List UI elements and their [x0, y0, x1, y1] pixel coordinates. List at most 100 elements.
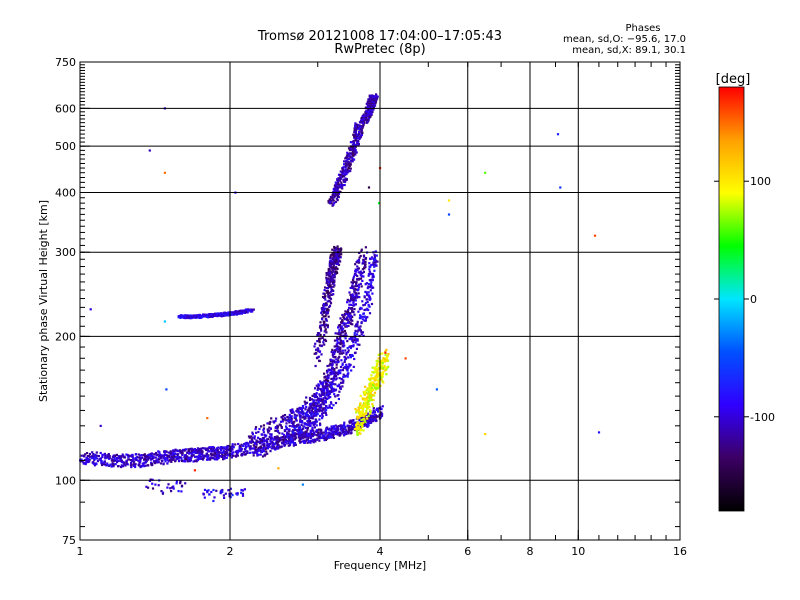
echo-point [321, 410, 324, 413]
echo-point [331, 248, 334, 251]
echo-point [339, 365, 343, 369]
echo-point [268, 445, 271, 448]
echo-point [352, 146, 355, 149]
echo-point [359, 306, 362, 309]
echo-point [380, 414, 384, 418]
echo-point [297, 429, 300, 432]
echo-point [219, 451, 222, 454]
echo-point [360, 416, 363, 419]
echo-point [359, 273, 362, 276]
echo-point [266, 428, 269, 431]
echo-point [231, 313, 234, 316]
echo-point [352, 298, 355, 301]
echo-point [125, 459, 128, 463]
echo-point [309, 429, 312, 432]
isolated-echo [163, 320, 166, 323]
echo-point [314, 405, 317, 408]
echo-point [164, 460, 167, 463]
echo-point [373, 265, 376, 268]
echo-point [103, 460, 106, 463]
echo-point [186, 451, 189, 454]
echo-point [206, 455, 209, 458]
echo-point [254, 448, 258, 451]
echo-point [294, 418, 298, 421]
echo-point [344, 374, 347, 377]
echo-point [269, 433, 272, 436]
echo-point [335, 188, 338, 191]
echo-point [352, 365, 355, 368]
echo-point [249, 310, 252, 313]
echo-point [326, 390, 329, 393]
echo-point [198, 451, 202, 454]
echo-point [211, 314, 214, 317]
echo-point [366, 402, 369, 405]
echo-point [260, 433, 263, 436]
echo-point [301, 405, 304, 408]
echo-point [371, 405, 375, 408]
echo-point [334, 272, 337, 275]
echo-point [361, 131, 364, 134]
echo-point [349, 312, 352, 315]
echo-point [314, 421, 317, 424]
echo-point [204, 314, 207, 318]
echo-point [313, 393, 316, 396]
echo-point [362, 429, 365, 432]
echo-point [348, 337, 351, 341]
echo-point [342, 340, 345, 343]
echo-point [346, 340, 349, 343]
echo-point [360, 285, 363, 288]
echo-point [356, 265, 359, 268]
echo-point [374, 378, 378, 381]
echo-point [339, 424, 342, 427]
echo-point [265, 434, 268, 437]
echo-point [261, 450, 264, 453]
echo-point [296, 428, 299, 431]
echo-point [367, 417, 370, 420]
echo-point [376, 367, 379, 370]
echo-point [184, 482, 187, 485]
echo-point [268, 429, 271, 432]
echo-point [374, 100, 378, 103]
echo-point [131, 453, 134, 456]
echo-point [342, 342, 345, 345]
echo-point [278, 423, 281, 426]
echo-point [354, 408, 357, 411]
echo-point [361, 425, 364, 428]
echo-point [285, 425, 288, 428]
echo-point [261, 443, 264, 446]
echo-point [159, 453, 162, 456]
echo-point [80, 458, 83, 461]
echo-point [327, 396, 330, 399]
echo-point [300, 424, 303, 427]
echo-point [327, 268, 330, 271]
echo-point [335, 371, 338, 374]
echo-point [315, 429, 318, 432]
echo-point [329, 300, 332, 303]
echo-point [106, 462, 109, 465]
echo-point [368, 104, 371, 107]
echo-point [151, 454, 154, 457]
echo-point [251, 310, 254, 313]
echo-point [253, 445, 256, 448]
echo-point [335, 270, 338, 273]
echo-point [266, 429, 270, 432]
echo-point [337, 178, 340, 181]
echo-point [317, 401, 320, 404]
echo-point [299, 440, 302, 443]
echo-point [359, 394, 362, 397]
echo-point [115, 453, 118, 456]
echo-point [334, 186, 337, 189]
echo-point [83, 455, 86, 458]
echo-point [267, 437, 270, 441]
echo-point [343, 179, 346, 182]
echo-point [342, 428, 345, 431]
echo-point [306, 438, 309, 441]
echo-point [335, 266, 338, 269]
echo-point [119, 456, 122, 459]
echo-point [341, 385, 344, 388]
echo-point [349, 345, 352, 348]
echo-point [352, 301, 355, 304]
echo-point [190, 450, 193, 453]
echo-point [373, 255, 376, 258]
echo-point [167, 454, 171, 457]
